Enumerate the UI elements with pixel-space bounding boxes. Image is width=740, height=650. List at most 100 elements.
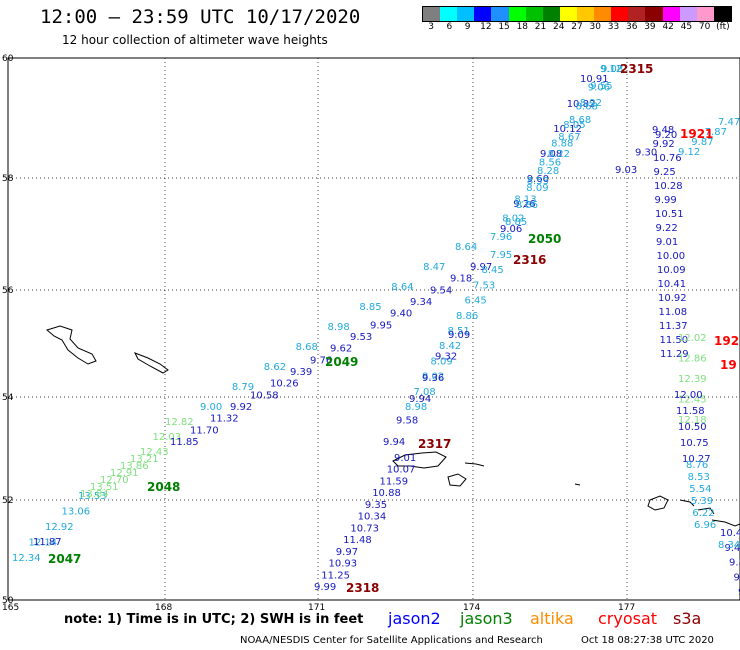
wave-height-value: 9.92 (230, 402, 252, 413)
wave-height-value: 8.79 (232, 382, 254, 393)
attu-island (392, 451, 447, 469)
color-swatch (508, 7, 526, 21)
wave-height-value: 13.86 (120, 461, 149, 472)
wave-height-value: 9.06 (588, 83, 610, 94)
wave-height-value: 10.12 (553, 124, 582, 135)
lon-label: 168 (155, 603, 172, 613)
mission-cryosat: cryosat (598, 609, 658, 628)
wave-height-value: 12.00 (674, 390, 703, 401)
wave-height-value: 8.68 (296, 342, 318, 353)
semichi-islands (464, 462, 485, 467)
color-scale-label: 21 (534, 22, 547, 32)
wave-height-value: 8.09 (526, 183, 548, 194)
wave-height-value: 9.58 (396, 416, 418, 427)
color-scale-label: 39 (644, 22, 656, 32)
color-swatch (713, 7, 731, 21)
lat-label: 56 (2, 286, 14, 296)
color-swatch (440, 7, 458, 21)
wave-height-value: 7.47 (718, 117, 740, 128)
wave-height-value: 9.26 (513, 199, 535, 210)
wave-height-value: 8.02 (502, 213, 524, 224)
wave-height-value: 10.50 (678, 422, 707, 433)
wave-height-value: 8.98 (405, 402, 427, 413)
color-swatch (594, 7, 612, 21)
wave-height-value: 10.93 (329, 559, 358, 570)
wave-height-value: 9.92 (653, 139, 675, 150)
timestamp: Oct 18 08:27:38 UTC 2020 (581, 635, 714, 646)
lon-label: 177 (618, 603, 635, 613)
wave-height-value: 9.34 (410, 297, 432, 308)
wave-height-value: 9.97 (470, 262, 492, 273)
wave-height-value: 5.39 (691, 496, 713, 507)
color-swatch (457, 7, 475, 21)
wave-height-value: 8.68 (576, 101, 598, 112)
wave-height-value: 8.88 (551, 139, 573, 150)
wave-height-value: 8.28 (537, 166, 559, 177)
wave-height-value: 13.06 (62, 507, 91, 518)
wave-height-value: 8.22 (548, 149, 570, 160)
bering-island (45, 325, 97, 365)
wave-height-value: 9.94 (409, 394, 431, 405)
wave-height-value: 8.45 (482, 265, 504, 276)
wave-height-value: 12.18 (678, 415, 707, 426)
rat-islands-1 (679, 499, 695, 507)
wave-height-value: 6.96 (694, 520, 716, 531)
wave-height-value: 9.00 (200, 402, 222, 413)
color-scale-label: 33 (607, 22, 620, 32)
wave-height-value: 9.12 (600, 64, 622, 75)
wave-height-value: 9.48 (652, 125, 674, 136)
wave-height-value: 8.92 (580, 98, 602, 109)
color-swatch (542, 7, 560, 21)
wave-height-value: 9.60 (527, 174, 549, 185)
wave-height-value: 11.85 (170, 437, 199, 448)
pass-time-label: 2315 (620, 62, 653, 76)
wave-height-value: 12.92 (45, 522, 74, 533)
wave-height-value: 8.62 (264, 362, 286, 373)
lat-label: 50 (2, 596, 14, 606)
wave-height-value: 11.87 (33, 537, 62, 548)
pass-time-label: 19 (720, 358, 737, 372)
wave-height-value: 8.34 (718, 540, 740, 551)
wave-height-value: 12.43 (140, 447, 169, 458)
coastlines (45, 325, 740, 527)
wave-height-value: 9.55 (590, 81, 612, 92)
wave-height-value: 9.40 (390, 309, 412, 320)
wave-height-value: 7.08 (414, 387, 436, 398)
wave-height-value: 12.39 (678, 374, 707, 385)
wave-height-value: 9.95 (370, 320, 392, 331)
wave-height-value: 8.13 (514, 195, 536, 206)
lat-label: 58 (2, 174, 14, 184)
buldir-island (574, 483, 581, 486)
wave-height-value: 12.34 (12, 553, 41, 564)
wave-height-value: 9.08 (540, 149, 562, 160)
wave-height-value: 5.54 (689, 484, 711, 495)
wave-height-value: 9.76 (310, 355, 332, 366)
wave-height-value: 9.87 (691, 137, 713, 148)
color-swatch (696, 7, 714, 21)
color-scale-label: 36 (625, 22, 638, 32)
page-title: 12:00 — 23:59 UTC 10/17/2020 (40, 6, 361, 28)
credit-line: NOAA/NESDIS Center for Satellite Applica… (240, 635, 543, 646)
color-swatch (491, 7, 509, 21)
wave-height-value: 11.48 (343, 535, 372, 546)
wave-height-value: 9.01 (394, 453, 416, 464)
color-scale-bar (422, 6, 732, 22)
wave-height-value: 8.09 (431, 356, 453, 367)
wave-height-value: 13.51 (90, 482, 119, 493)
lat-tick-labels: 60 58 56 54 52 50 (2, 54, 14, 606)
wave-height-value: 10.41 (720, 528, 740, 539)
wave-height-value: 9.53 (350, 332, 372, 343)
wave-height-value: 9.34 (734, 572, 740, 583)
wave-height-value: 10.07 (387, 465, 416, 476)
wave-height-value: 9.08 (601, 64, 623, 75)
wave-height-value: 12.86 (678, 354, 707, 365)
wave-height-value: 10.82 (567, 99, 596, 110)
color-scale-label: 42 (662, 22, 674, 32)
pass-time-label: 2316 (513, 253, 546, 267)
mission-jason3: jason3 (460, 609, 513, 628)
color-scale-label: 24 (553, 22, 565, 32)
color-scale-label: 12 (480, 22, 492, 32)
wave-height-value: 10.75 (680, 438, 709, 449)
mission-jason2: jason2 (388, 609, 441, 628)
